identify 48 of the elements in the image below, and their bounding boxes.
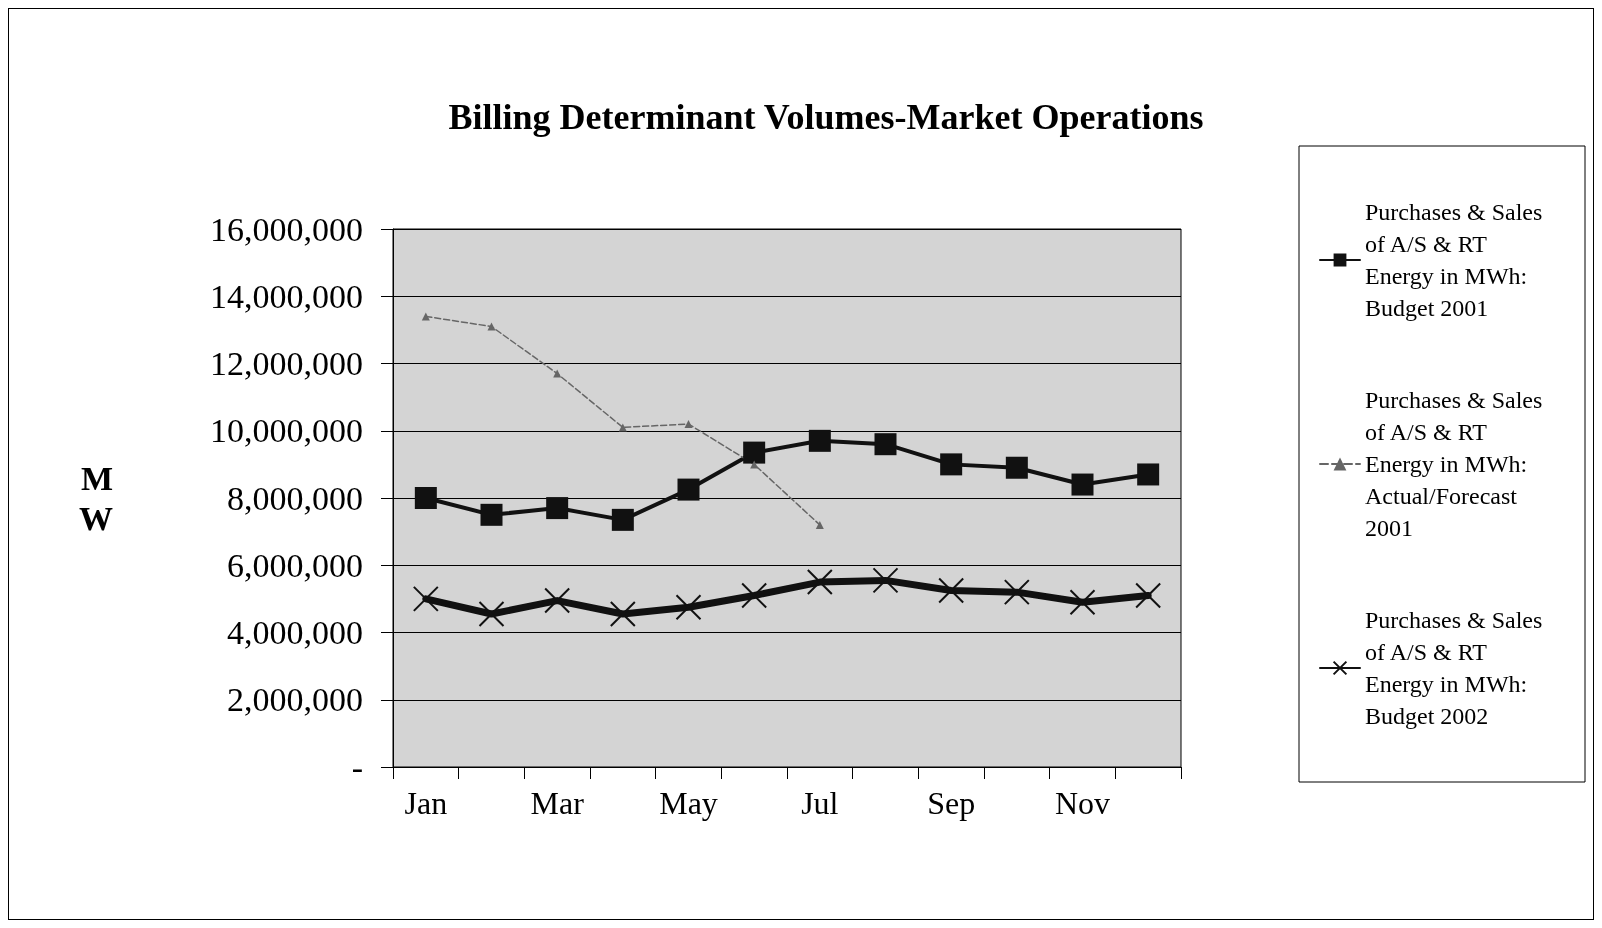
legend-label: Purchases & Sales of A/S & RT Energy in MWh: Actual/Forecast 2001 [1365,387,1549,541]
x-tick-label: Sep [927,785,976,821]
point [677,478,700,501]
point [553,369,562,378]
chart-title: Billing Determinant Volumes-Market Operations [448,97,1204,137]
point [546,497,569,520]
x-tick-label: Jul [801,785,839,821]
point [806,569,833,596]
point [874,433,897,456]
point [808,429,831,452]
point [611,508,634,531]
x-tick-label: Nov [1054,785,1111,821]
y-tick-label: 8,000,000 [227,479,363,517]
point [480,503,503,526]
x-tick-label: Jan [404,785,448,821]
point [1137,463,1160,486]
point [1135,582,1162,609]
y-axis-title: MW [79,459,113,537]
point [743,441,766,464]
point [1069,589,1096,616]
point [478,601,505,628]
point [938,577,965,604]
point [872,567,899,594]
point [414,487,437,509]
point [741,582,768,609]
y-tick-label: 12,000,000 [210,345,363,382]
point [544,587,571,614]
y-tick-label: - [351,748,363,786]
y-tick-label: 14,000,000 [210,277,363,315]
point [412,585,439,612]
point [487,322,496,331]
point [684,420,693,429]
y-tick-label: 16,000,000 [210,210,363,248]
point [1005,456,1028,479]
point [1071,473,1094,496]
point [609,601,636,628]
point [815,520,824,529]
point [675,594,702,621]
point [940,453,963,476]
x-tick-label: Mar [530,785,585,821]
y-tick-label: 2,000,000 [227,681,363,719]
y-tick-label: 10,000,000 [210,412,363,450]
x-tick-label: May [659,785,718,821]
y-tick-label: 4,000,000 [227,614,363,651]
y-tick-label: 6,000,000 [227,546,363,584]
legend-label: Purchases & Sales of A/S & RT Energy in MWh: Budget 2001 [1365,199,1549,321]
point [1003,579,1030,606]
legend-label: Purchases & Sales of A/S & RT Energy in MWh: Budget 2002 [1365,607,1549,729]
